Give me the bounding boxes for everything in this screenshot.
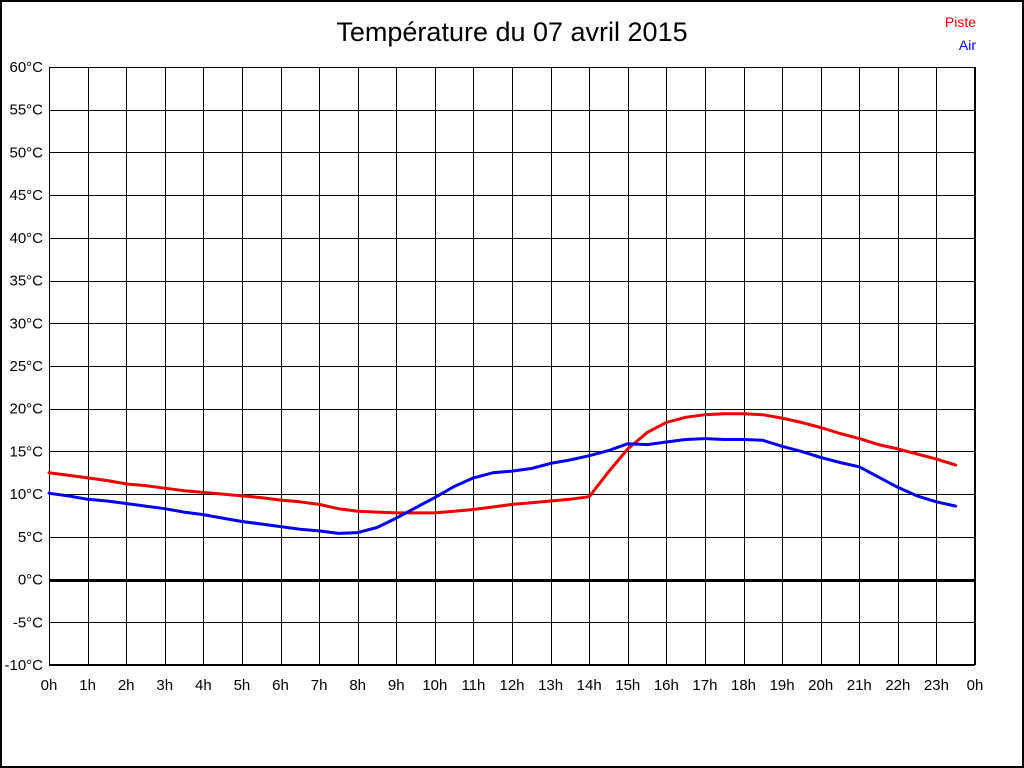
x-tick-label: 15h [615,677,640,694]
x-tick-label: 16h [654,677,679,694]
y-tick-label: 10°C [9,486,43,503]
x-tick-label: 12h [499,677,524,694]
y-tick-label: 25°C [9,358,43,375]
x-tick-label: 22h [885,677,910,694]
y-tick-label: 20°C [9,401,43,418]
legend-air-label: Air [958,37,976,53]
y-tick-label: 60°C [9,59,43,76]
y-tick-label: 50°C [9,144,43,161]
y-tick-label: 35°C [9,273,43,290]
legend-piste-label: Piste [944,14,976,30]
x-tick-label: 9h [388,677,405,694]
x-tick-label: 17h [692,677,717,694]
air-temperature-line [47,437,958,535]
x-tick-label: 11h [461,677,485,694]
x-tick-label: 10h [422,677,447,694]
x-axis-labels: 0h 1h 2h 3h 4h 5h 6h 7h 8h 9h 10h 11h 12h 13h 14h 15h 16… [41,677,984,694]
legend: Piste Air [945,11,976,57]
plot-border [49,67,975,665]
y-tick-label: -5°C [13,614,43,631]
y-tick-label: 0°C [18,572,43,589]
y-tick-label: 40°C [9,230,43,247]
x-tick-label: 1h [79,677,96,694]
x-tick-label: 18h [731,677,756,694]
x-tick-label: 3h [156,677,173,694]
grid [49,67,976,666]
x-tick-label: 23h [924,677,949,694]
x-tick-label: 19h [770,677,795,694]
x-tick-label: 8h [349,677,366,694]
y-axis-labels: 60°C 55°C 50°C 45°C 40°C 35°C 30°C 25°C 20°C 15°C… [4,59,43,674]
x-tick-label: 6h [272,677,289,694]
x-tick-label: 0h [41,677,58,694]
y-tick-label: -10°C [4,657,43,674]
y-tick-label: 30°C [9,315,43,332]
x-tick-label: 14h [577,677,602,694]
x-tick-label: 7h [311,677,328,694]
y-tick-label: 5°C [18,529,43,546]
y-tick-label: 15°C [9,443,43,460]
y-tick-label: 45°C [9,187,43,204]
x-tick-label: 4h [195,677,212,694]
piste-temperature-line [47,412,958,515]
chart-title: Température du 07 avril 2015 [336,17,688,47]
x-tick-label: 13h [538,677,563,694]
x-tick-label: 2h [118,677,135,694]
x-tick-label: 0h [967,677,984,694]
x-tick-label: 20h [808,677,833,694]
y-tick-label: 55°C [9,102,43,119]
x-tick-label: 21h [847,677,872,694]
x-tick-label: 5h [234,677,251,694]
